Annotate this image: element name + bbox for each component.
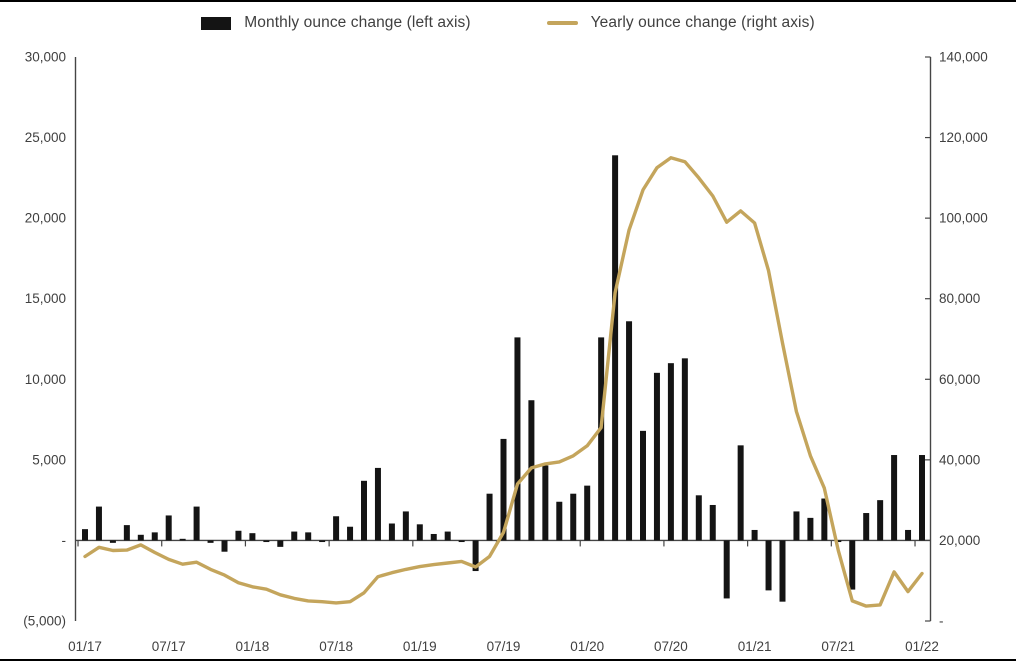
left-axis-label: 15,000	[25, 291, 66, 306]
yearly-line	[83, 155, 924, 608]
right-axis-label: 20,000	[939, 533, 980, 548]
monthly-bar	[570, 493, 577, 541]
monthly-bar	[193, 506, 200, 541]
monthly-bar	[319, 540, 326, 543]
left-axis-label: 5,000	[32, 452, 66, 467]
x-axis-label: 07/21	[821, 639, 855, 654]
monthly-bar	[472, 540, 479, 572]
monthly-bar	[877, 500, 884, 541]
monthly-bar	[151, 532, 158, 541]
right-axis-label: 100,000	[939, 211, 988, 226]
legend-item-yearly: Yearly ounce change (right axis)	[546, 14, 815, 32]
window-bottom-border	[0, 659, 1016, 661]
right-axis-label: 40,000	[939, 452, 980, 467]
x-axis-label: 07/17	[152, 639, 186, 654]
monthly-bar	[542, 465, 549, 541]
x-axis-label: 07/18	[319, 639, 353, 654]
monthly-bar	[123, 525, 130, 541]
left-axis-label: 10,000	[25, 372, 66, 387]
right-axis-label: 60,000	[939, 372, 980, 387]
monthly-bar	[514, 337, 521, 541]
legend-label-monthly: Monthly ounce change (left axis)	[244, 14, 471, 31]
monthly-bar	[109, 540, 116, 543]
left-axis-label: 20,000	[25, 211, 66, 226]
x-axis-label: 01/19	[403, 639, 437, 654]
monthly-bar	[291, 531, 298, 541]
monthly-bar	[681, 358, 688, 541]
right-axis-label: 140,000	[939, 50, 988, 65]
monthly-bar	[835, 540, 842, 543]
x-axis-label: 01/20	[570, 639, 604, 654]
x-axis-label: 01/17	[68, 639, 102, 654]
monthly-bar	[653, 372, 660, 541]
monthly-bar	[458, 540, 465, 543]
monthly-series-swatch-icon	[201, 16, 232, 30]
monthly-bar	[640, 430, 646, 541]
monthly-bar	[695, 495, 702, 541]
monthly-bar	[388, 523, 395, 541]
x-axis-label: 07/19	[487, 639, 521, 654]
x-axis-label: 07/20	[654, 639, 688, 654]
monthly-bar	[486, 493, 493, 541]
monthly-bar	[821, 498, 828, 541]
x-axis-label: 01/22	[905, 639, 939, 654]
monthly-bar	[584, 485, 591, 541]
monthly-bar	[598, 337, 605, 541]
monthly-bar	[807, 517, 814, 541]
monthly-bar	[737, 445, 744, 541]
monthly-bar	[444, 531, 451, 541]
monthly-bar	[374, 467, 381, 541]
monthly-bar	[793, 511, 800, 541]
monthly-bar	[263, 540, 270, 543]
monthly-bar	[723, 540, 730, 599]
monthly-bar	[333, 516, 340, 541]
monthly-bar	[891, 455, 898, 541]
monthly-bar	[249, 533, 256, 541]
monthly-bar	[416, 524, 423, 541]
monthly-bar	[165, 515, 172, 541]
monthly-bar	[82, 529, 88, 541]
monthly-bar	[905, 529, 912, 541]
legend-item-monthly: Monthly ounce change (left axis)	[201, 14, 471, 32]
window-top-border	[0, 0, 1016, 2]
right-axis-label: -	[939, 614, 944, 629]
monthly-bar	[277, 540, 284, 547]
monthly-bar	[221, 540, 228, 552]
monthly-bar	[765, 540, 772, 591]
monthly-bar	[863, 513, 870, 541]
monthly-bar	[347, 526, 354, 541]
left-axis-label: 25,000	[25, 130, 66, 145]
monthly-bar	[556, 501, 563, 541]
monthly-bar	[919, 455, 925, 541]
monthly-bar	[849, 540, 856, 590]
left-axis-label: 30,000	[25, 50, 66, 65]
monthly-bar	[402, 511, 409, 541]
left-axis-label: -	[62, 533, 67, 548]
monthly-bar	[137, 534, 144, 541]
monthly-bar	[500, 438, 507, 541]
right-axis-label: 120,000	[939, 130, 988, 145]
monthly-bar	[667, 363, 674, 541]
monthly-bar	[430, 533, 437, 541]
monthly-bar	[626, 321, 633, 541]
x-axis-label: 01/18	[236, 639, 270, 654]
monthly-bar	[179, 538, 186, 541]
monthly-bar	[207, 540, 214, 543]
monthly-bar	[779, 540, 786, 602]
right-axis-label: 80,000	[939, 291, 980, 306]
chart-legend: Monthly ounce change (left axis) Yearly …	[0, 10, 1016, 36]
legend-label-yearly: Yearly ounce change (right axis)	[590, 14, 815, 31]
monthly-bar	[305, 532, 312, 541]
monthly-bar	[95, 506, 102, 541]
yearly-series-swatch-icon	[546, 21, 578, 25]
monthly-bar	[235, 530, 242, 541]
x-axis-label: 01/21	[738, 639, 772, 654]
monthly-bar	[361, 480, 367, 541]
monthly-bar	[612, 155, 619, 541]
monthly-bar	[709, 504, 716, 541]
left-axis-label: (5,000)	[23, 614, 66, 629]
monthly-bar	[751, 529, 758, 541]
